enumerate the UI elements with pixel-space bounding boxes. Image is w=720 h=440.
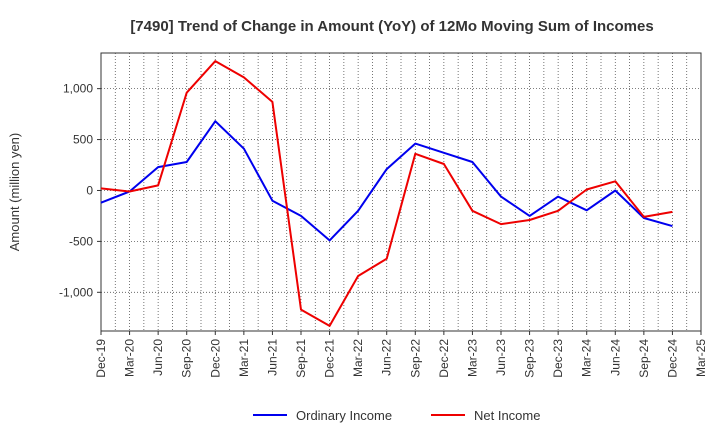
x-tick-label: Mar-21 (237, 339, 251, 377)
x-tick-label: Sep-22 (408, 339, 422, 378)
x-tick-label: Dec-23 (551, 339, 565, 378)
legend-label-net-income: Net Income (474, 408, 540, 423)
x-tick-label: Sep-23 (523, 339, 537, 378)
y-tick-label: -500 (69, 234, 93, 248)
plot-area (100, 52, 702, 332)
x-tick-label: Dec-22 (437, 339, 451, 378)
x-tick-label: Mar-23 (465, 339, 479, 377)
x-tick-label: Dec-24 (665, 339, 679, 378)
y-tick-label: 0 (86, 183, 93, 197)
y-tick-label: -1,000 (59, 285, 93, 299)
grid (101, 53, 701, 331)
series-line-net-income (100, 60, 673, 327)
x-tick-label: Mar-25 (694, 339, 708, 377)
x-tick-label: Jun-23 (494, 339, 508, 376)
x-tick-label: Mar-20 (123, 339, 137, 377)
x-tick-label: Sep-20 (180, 339, 194, 378)
chart-title: [7490] Trend of Change in Amount (YoY) o… (130, 18, 653, 35)
x-tick-label: Dec-21 (323, 339, 337, 378)
x-tick-label: Dec-19 (94, 339, 108, 378)
x-tick-label: Jun-22 (380, 339, 394, 376)
x-tick-label: Mar-24 (580, 339, 594, 377)
x-axis-ticks: Dec-19 Mar-20 Jun-20 Sep-20 Dec-20 Mar-21 Jun-… (94, 331, 708, 378)
x-tick-label: Mar-22 (351, 339, 365, 377)
x-tick-label: Jun-24 (608, 339, 622, 376)
legend: Ordinary Income Net Income (253, 408, 540, 423)
x-tick-label: Sep-21 (294, 339, 308, 378)
legend-label-ordinary-income: Ordinary Income (296, 408, 392, 423)
y-tick-label: 500 (73, 133, 93, 147)
x-tick-label: Sep-24 (637, 339, 651, 378)
x-tick-label: Jun-21 (265, 339, 279, 376)
y-tick-label: 1,000 (63, 82, 93, 96)
y-axis-ticks: 1,000 500 0 -500 -1,000 (59, 82, 101, 299)
x-tick-label: Jun-20 (151, 339, 165, 376)
series-line-ordinary-income (100, 120, 673, 242)
x-tick-label: Dec-20 (208, 339, 222, 378)
y-axis-label: Amount (million yen) (7, 133, 22, 252)
series-layer (100, 60, 673, 327)
